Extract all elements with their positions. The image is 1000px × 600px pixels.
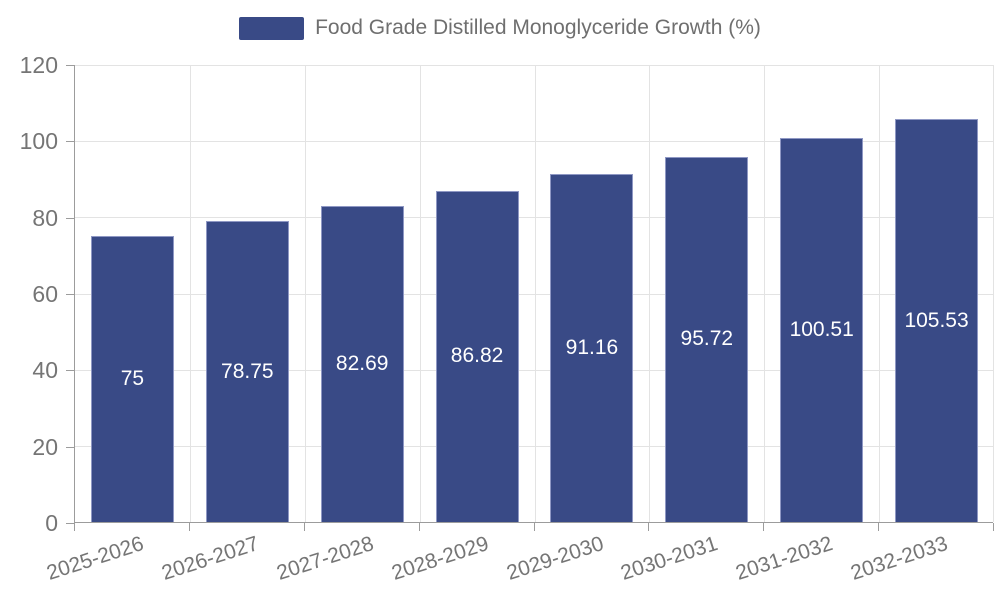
x-axis-label: 2031-2032 bbox=[733, 532, 836, 585]
bar-value-label: 100.51 bbox=[789, 318, 854, 342]
x-axis-tick bbox=[878, 523, 880, 531]
bar[interactable]: 78.75 bbox=[205, 221, 289, 522]
v-gridline bbox=[189, 65, 191, 522]
x-axis-label: 2029-2030 bbox=[503, 532, 607, 585]
bar-value-label: 105.53 bbox=[904, 308, 969, 332]
y-axis-tick bbox=[66, 141, 74, 143]
y-axis-tick bbox=[66, 370, 74, 372]
bar[interactable]: 100.51 bbox=[780, 138, 864, 522]
x-axis-tick bbox=[188, 523, 190, 531]
x-axis-tick bbox=[303, 523, 305, 531]
bar[interactable]: 75 bbox=[90, 235, 174, 522]
v-gridline bbox=[993, 65, 994, 522]
x-axis-label: 2032-2033 bbox=[848, 532, 951, 585]
y-axis-tick-label: 60 bbox=[32, 281, 58, 307]
x-axis-tick bbox=[648, 523, 650, 531]
bar-value-label: 91.16 bbox=[565, 336, 619, 360]
bar-value-label: 82.69 bbox=[335, 352, 389, 376]
bar[interactable]: 86.82 bbox=[435, 190, 519, 522]
x-axis-label: 2028-2029 bbox=[388, 532, 492, 585]
v-gridline bbox=[879, 65, 881, 522]
h-gridline bbox=[75, 140, 993, 142]
v-gridline bbox=[649, 65, 651, 522]
h-gridline bbox=[75, 293, 993, 295]
bar[interactable]: 82.69 bbox=[320, 206, 404, 522]
x-axis-tick bbox=[763, 523, 765, 531]
legend-swatch bbox=[239, 16, 305, 40]
y-axis-tick-label: 40 bbox=[32, 357, 58, 384]
bar-value-label: 75 bbox=[120, 366, 145, 390]
legend-item[interactable]: Food Grade Distilled Monoglyceride Growt… bbox=[0, 16, 1000, 40]
x-axis-tick bbox=[993, 523, 994, 531]
x-axis-tick bbox=[533, 523, 535, 531]
v-gridline bbox=[534, 65, 536, 522]
y-axis-tick-label: 120 bbox=[19, 52, 58, 78]
y-axis-tick bbox=[66, 294, 74, 295]
v-gridline bbox=[764, 65, 766, 522]
y-axis-tick-label: 0 bbox=[45, 510, 58, 536]
x-axis-tick bbox=[74, 523, 75, 531]
h-gridline bbox=[75, 64, 993, 66]
h-gridline bbox=[75, 217, 993, 219]
y-axis-tick bbox=[66, 65, 74, 66]
y-axis-tick bbox=[66, 217, 74, 219]
y-axis-tick bbox=[66, 446, 74, 448]
x-axis-label: 2027-2028 bbox=[273, 532, 377, 585]
bar-value-label: 78.75 bbox=[221, 359, 274, 383]
y-axis-tick-label: 80 bbox=[32, 204, 58, 231]
bar[interactable]: 105.53 bbox=[895, 119, 979, 522]
h-gridline bbox=[75, 369, 993, 371]
bar-value-label: 95.72 bbox=[680, 327, 734, 351]
h-gridline bbox=[75, 446, 993, 448]
x-axis-label: 2026-2027 bbox=[158, 532, 262, 585]
plot-area: 75 78.75 82.69 86.82 91.16 95.72 100.51 105.53 bbox=[74, 64, 994, 523]
y-axis-tick bbox=[66, 523, 74, 524]
y-axis-tick-label: 20 bbox=[32, 433, 58, 460]
x-axis-label: 2025-2026 bbox=[43, 532, 147, 585]
bar[interactable]: 95.72 bbox=[665, 156, 749, 522]
x-axis-label: 2030-2031 bbox=[618, 532, 721, 585]
bar-value-label: 86.82 bbox=[450, 344, 504, 368]
legend-label: Food Grade Distilled Monoglyceride Growt… bbox=[315, 16, 761, 39]
y-axis-tick-label: 100 bbox=[19, 128, 58, 155]
v-gridline bbox=[419, 65, 421, 522]
v-gridline bbox=[304, 65, 306, 522]
bar[interactable]: 91.16 bbox=[550, 174, 634, 522]
x-axis-tick bbox=[418, 523, 420, 531]
